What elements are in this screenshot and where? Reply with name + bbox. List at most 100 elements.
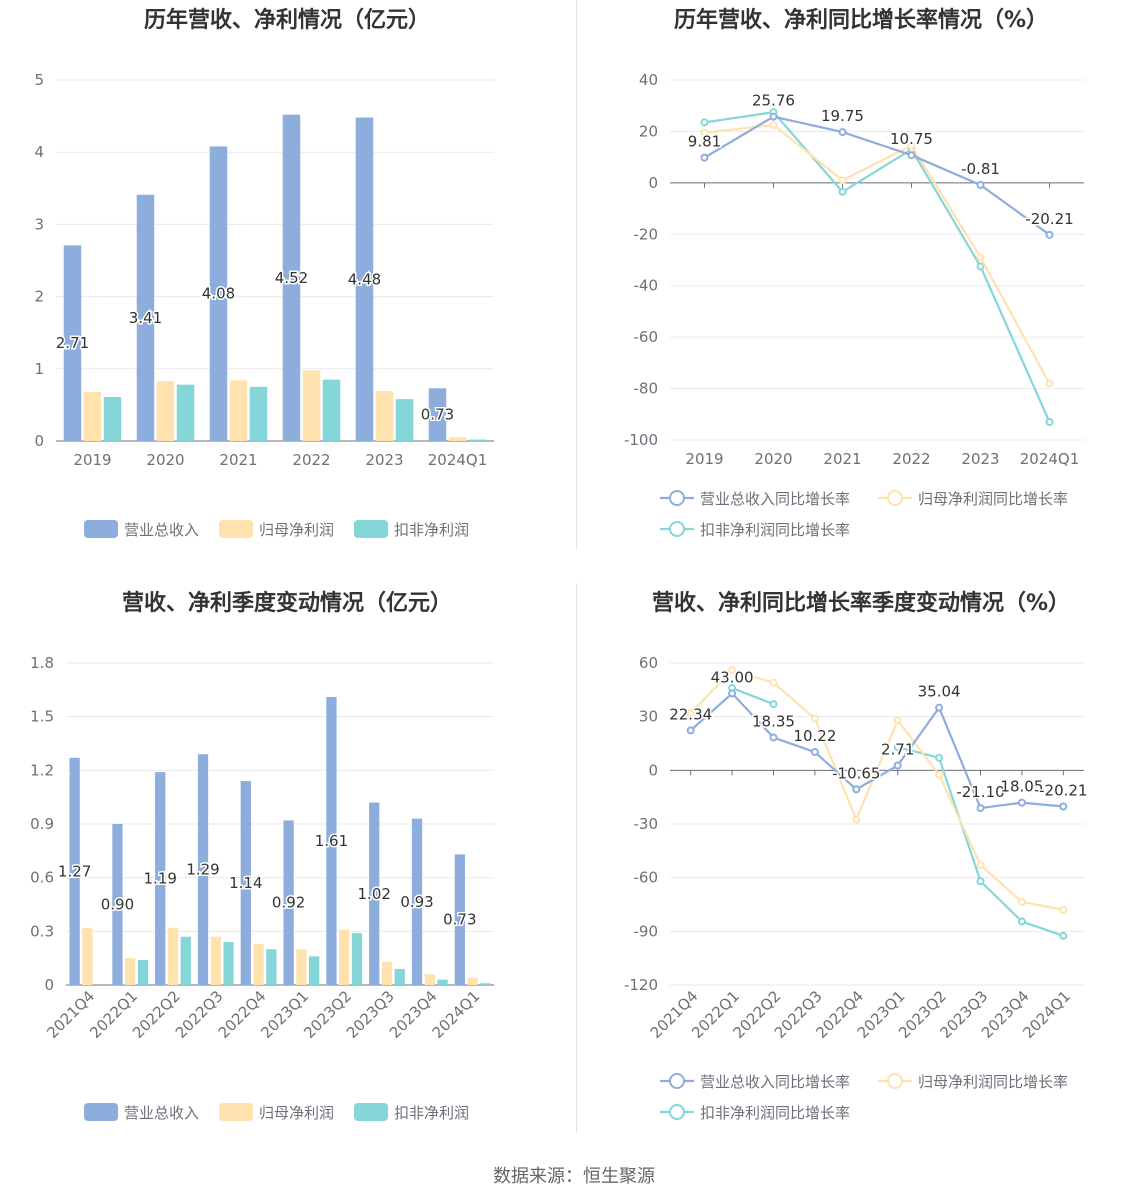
bar: [137, 959, 149, 985]
data-point: [935, 753, 944, 762]
bar: [375, 391, 394, 441]
point-data-label: 25.76: [752, 92, 795, 110]
data-point: [838, 128, 847, 137]
chart-title: 历年营收、净利情况（亿元）: [143, 8, 430, 33]
y-tick-label: 1.5: [30, 708, 54, 726]
panel-divider: [576, 0, 577, 550]
point-data-label: -10.65: [832, 764, 880, 782]
quarterly-growth-panel: 营收、净利同比增长率季度变动情况（%） -120 -90 -60 -30 0 30 60 20…: [574, 583, 1148, 1163]
bar: [282, 114, 301, 441]
y-tick-label: 0: [44, 976, 54, 994]
point-data-label: -20.21: [1039, 781, 1087, 799]
data-point: [769, 733, 778, 742]
legend-label: 营业总收入: [124, 521, 199, 539]
y-tick-label: 0: [648, 174, 658, 192]
data-point: [838, 176, 847, 185]
bar-data-label: 0.73: [421, 406, 454, 424]
x-tick-label: 2023: [365, 451, 403, 469]
data-point: [728, 689, 737, 698]
y-tick-label: 1: [34, 360, 44, 378]
bar-data-label: 0.73: [443, 911, 476, 929]
y-tick-label: -30: [634, 815, 659, 833]
point-data-label: 18.05: [1000, 778, 1043, 796]
legend-label: 归母净利润: [259, 521, 334, 539]
bar: [125, 958, 136, 985]
data-point: [976, 861, 985, 870]
data-point: [838, 187, 847, 196]
y-tick-label: 5: [34, 71, 44, 89]
data-point: [769, 112, 778, 121]
data-point: [700, 128, 709, 137]
legend-swatch: [84, 520, 118, 538]
data-point: [1045, 230, 1054, 239]
legend-marker: [669, 490, 685, 506]
bar: [197, 754, 209, 985]
bar-data-label: 4.48: [348, 270, 381, 288]
legend-marker: [887, 490, 903, 506]
panel-divider: [576, 583, 577, 1133]
data-point: [935, 703, 944, 712]
bar: [83, 391, 102, 441]
bar-data-label: 4.52: [275, 269, 308, 287]
legend-label: 营业总收入同比增长率: [700, 490, 850, 508]
bar: [156, 381, 175, 441]
x-tick-label: 2020: [754, 450, 792, 468]
bar: [82, 927, 93, 985]
bar-data-label: 1.27: [58, 862, 91, 880]
y-tick-label: 20: [639, 122, 658, 140]
point-data-label: 2.71: [881, 740, 914, 758]
y-tick-label: 3: [34, 215, 44, 233]
data-point: [893, 761, 902, 770]
bar: [210, 936, 221, 985]
y-tick-label: -80: [634, 380, 659, 398]
legend-swatch: [354, 520, 388, 538]
data-point: [769, 121, 778, 129]
legend-label: 扣非净利润同比增长率: [700, 521, 850, 539]
bar: [176, 384, 195, 441]
legend-label: 归母净利润同比增长率: [918, 1073, 1068, 1091]
x-tick-label: 2019: [73, 451, 111, 469]
chart-title: 历年营收、净利同比增长率情况（%）: [673, 8, 1049, 33]
annual-bar-panel: 历年营收、净利情况（亿元） 0 1 2 3 4 5 2019 2020 2021 2022 2023…: [0, 0, 574, 580]
legend-label: 归母净利润同比增长率: [918, 490, 1068, 508]
bar: [326, 696, 337, 985]
legend-marker: [669, 521, 685, 537]
bar: [309, 956, 320, 985]
point-data-label: 10.75: [890, 130, 933, 148]
bar-data-label: 0.90: [101, 896, 134, 914]
bar: [322, 379, 341, 441]
bar-data-label: 2.71: [56, 334, 89, 352]
y-tick-label: 4: [34, 143, 44, 161]
y-tick-label: -60: [634, 328, 659, 346]
y-tick-label: -100: [624, 431, 658, 449]
bar: [112, 824, 123, 985]
annual-growth-chart: -100 -80 -60 -40 -20 0 20 40 2019 2020 2021 2022 202…: [624, 71, 1084, 539]
y-tick-label: 0.9: [30, 815, 54, 833]
bar: [395, 399, 414, 441]
legend-label: 归母净利润: [259, 1104, 334, 1122]
legend-label: 扣非净利润: [394, 1104, 469, 1122]
data-point: [976, 180, 985, 189]
y-tick-label: 30: [639, 708, 658, 726]
y-tick-label: 40: [639, 71, 658, 89]
bar-data-label: 0.93: [400, 893, 433, 911]
legend-swatch: [219, 520, 253, 538]
bar: [448, 437, 467, 441]
bar: [296, 949, 307, 985]
bar: [468, 439, 487, 441]
data-point: [893, 743, 902, 752]
bar: [454, 854, 465, 985]
x-tick-label: 2020: [146, 451, 184, 469]
bar: [103, 396, 122, 441]
bar: [437, 979, 448, 985]
bar-data-label: 1.19: [144, 870, 177, 888]
legend-label: 扣非净利润: [394, 521, 469, 539]
bar: [155, 772, 166, 985]
quarterly-bar-panel: 营收、净利季度变动情况（亿元） 0 0.3 0.6 0.9 1.2 1.5 1.8 2021Q…: [0, 583, 574, 1163]
legend-label: 营业总收入同比增长率: [700, 1073, 850, 1091]
bar: [69, 757, 80, 985]
data-point: [893, 716, 902, 725]
point-data-label: 10.22: [793, 727, 836, 745]
bar: [249, 386, 268, 441]
annual-growth-panel: 历年营收、净利同比增长率情况（%） -100 -80 -60 -40 -20 0 20 40 2…: [574, 0, 1148, 580]
